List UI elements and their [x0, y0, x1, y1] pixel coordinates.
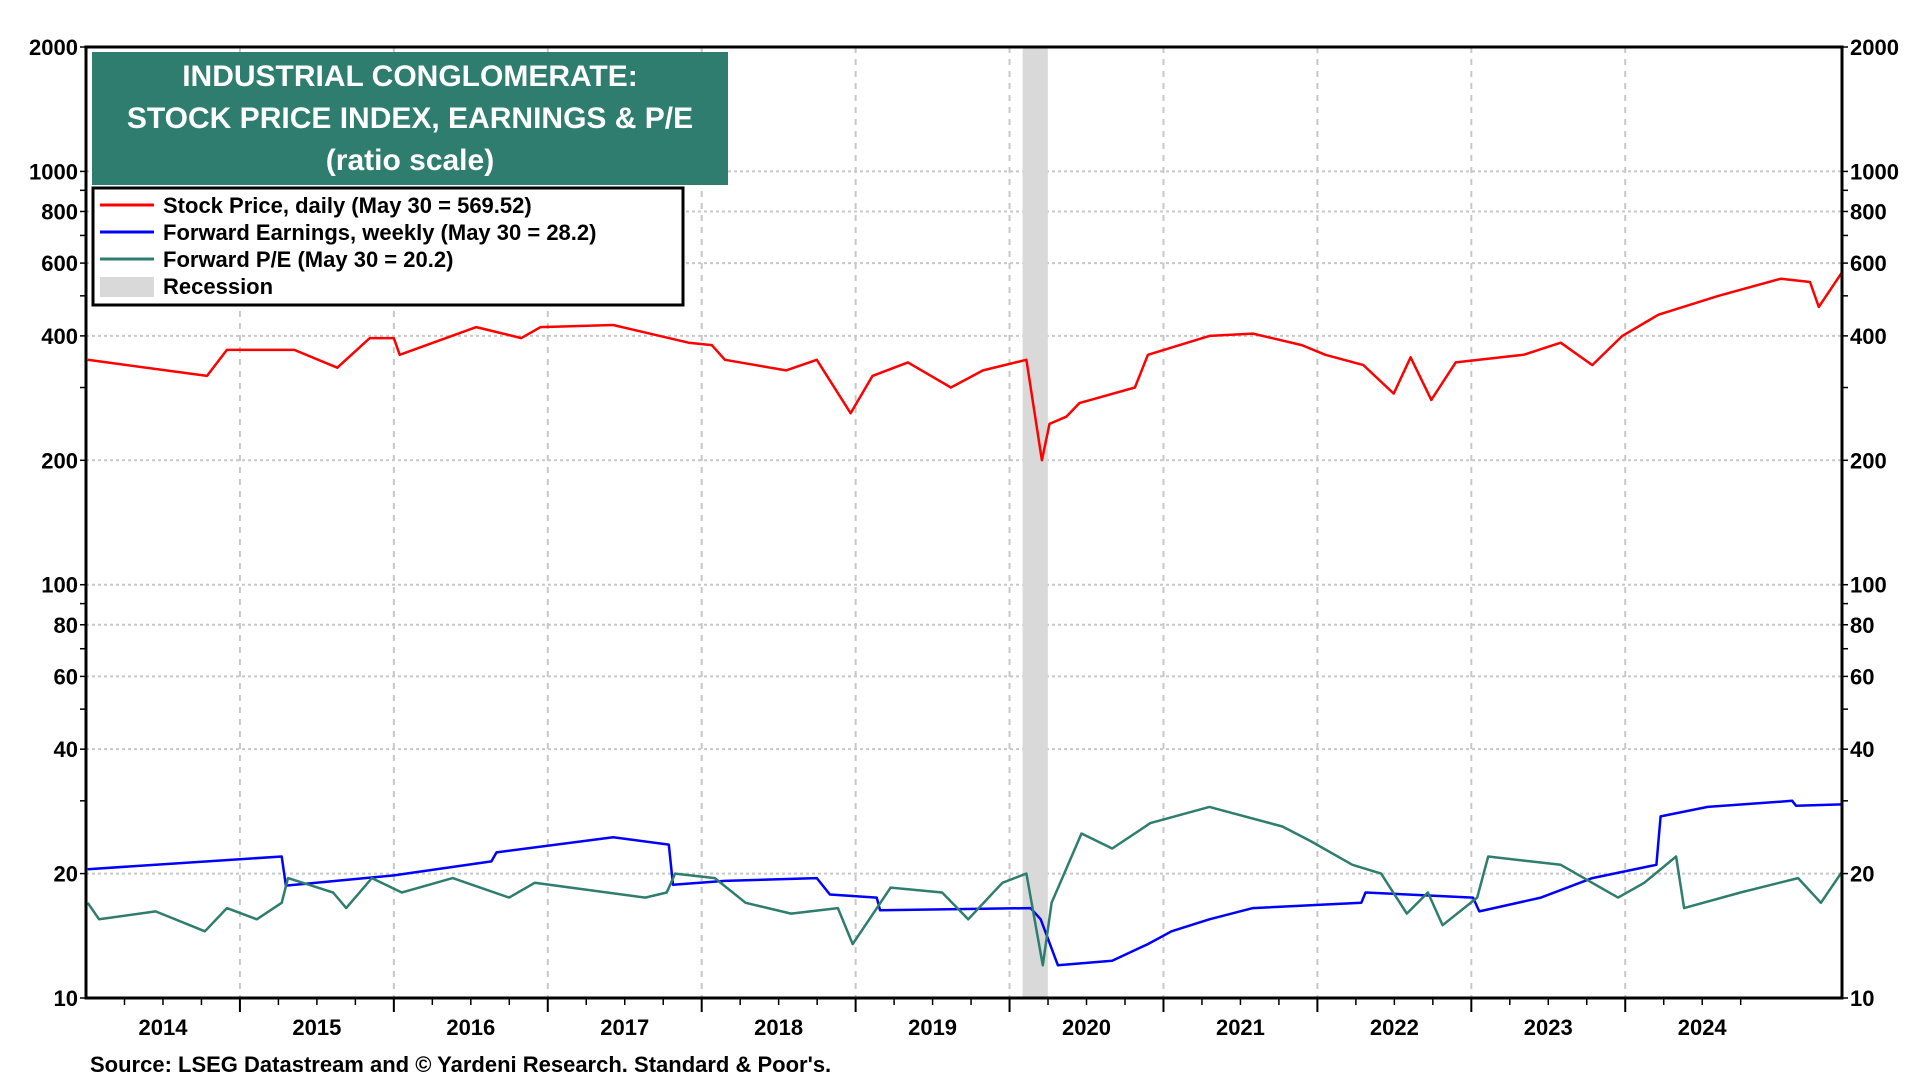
y-tick-label-left: 2000 — [29, 35, 78, 60]
x-tick-label: 2023 — [1524, 1015, 1573, 1040]
y-tick-label-right: 20 — [1850, 862, 1874, 887]
legend-box — [91, 186, 685, 307]
recession-band — [1022, 47, 1048, 998]
x-tick-label: 2017 — [600, 1015, 649, 1040]
y-tick-label-right: 10 — [1850, 986, 1874, 1011]
y-tick-label-left: 60 — [54, 664, 78, 689]
y-tick-label-left: 200 — [41, 448, 78, 473]
title-line-2: STOCK PRICE INDEX, EARNINGS & P/E — [127, 102, 693, 135]
x-tick-label: 2014 — [138, 1015, 188, 1040]
recession-shade — [1022, 47, 1048, 998]
y-tick-label-right: 80 — [1850, 613, 1874, 638]
x-tick-label: 2022 — [1370, 1015, 1419, 1040]
title-background — [92, 52, 728, 185]
x-tick-label: 2016 — [446, 1015, 495, 1040]
y-tick-label-left: 10 — [54, 986, 78, 1011]
y-tick-label-left: 40 — [54, 737, 78, 762]
y-tick-label-right: 1000 — [1850, 159, 1899, 184]
y-tick-label-right: 100 — [1850, 573, 1887, 598]
y-tick-label-left: 1000 — [29, 159, 78, 184]
y-tick-label-left: 600 — [41, 251, 78, 276]
x-tick-label: 2019 — [908, 1015, 957, 1040]
plot-frame — [84, 45, 1844, 1000]
y-tick-label-right: 200 — [1850, 448, 1887, 473]
series-line-0 — [87, 271, 1844, 462]
y-tick-label-left: 400 — [41, 324, 78, 349]
grid — [86, 47, 1842, 998]
y-tick-label-left: 800 — [41, 199, 78, 224]
x-tick-label: 2015 — [292, 1015, 341, 1040]
series-line-1 — [87, 799, 1843, 967]
y-tick-label-right: 800 — [1850, 199, 1887, 224]
series-lines — [86, 271, 1844, 967]
y-tick-label-left: 80 — [54, 613, 78, 638]
source-note: Source: LSEG Datastream and © Yardeni Re… — [90, 1052, 831, 1077]
legend: Stock Price, daily (May 30 = 569.52) For… — [91, 186, 685, 307]
legend-label-forward-pe: Forward P/E (May 30 = 20.2) — [163, 247, 453, 272]
x-tick-label: 2018 — [754, 1015, 803, 1040]
y-tick-label-right: 2000 — [1850, 35, 1899, 60]
x-tick-label: 2020 — [1062, 1015, 1111, 1040]
x-tick-label: 2021 — [1216, 1015, 1265, 1040]
y-tick-label-left: 20 — [54, 862, 78, 887]
title-box: INDUSTRIAL CONGLOMERATE: STOCK PRICE IND… — [92, 52, 728, 185]
y-tick-label-right: 600 — [1850, 251, 1887, 276]
legend-label-recession: Recession — [163, 274, 273, 299]
y-tick-label-right: 40 — [1850, 737, 1874, 762]
title-line-3: (ratio scale) — [326, 144, 494, 177]
legend-label-stock-price: Stock Price, daily (May 30 = 569.52) — [163, 193, 532, 218]
series-line-2 — [86, 805, 1844, 967]
axes: 2000 2000 1000 1000 800 800 600 600 400 400 200 200… — [29, 35, 1899, 1040]
title-line-1: INDUSTRIAL CONGLOMERATE: — [182, 60, 638, 93]
y-tick-label-right: 400 — [1850, 324, 1887, 349]
y-tick-label-left: 100 — [41, 573, 78, 598]
legend-label-forward-earnings: Forward Earnings, weekly (May 30 = 28.2) — [163, 220, 596, 245]
legend-swatch-recession — [100, 277, 154, 297]
y-tick-label-right: 60 — [1850, 664, 1874, 689]
x-tick-label: 2024 — [1678, 1015, 1728, 1040]
